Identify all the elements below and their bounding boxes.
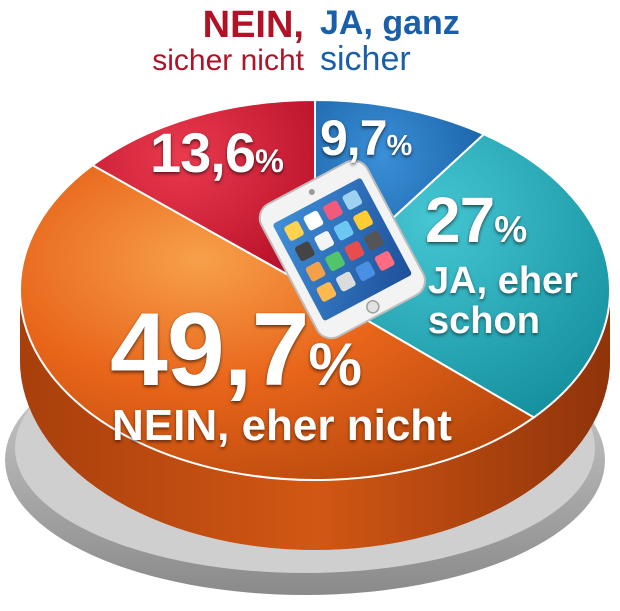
value-label-nein-eher-nicht: 49,7%: [110, 298, 362, 402]
label-ja-eher-line1: JA, eher: [428, 260, 578, 302]
slice-ja-eher-schon: [313, 133, 611, 419]
label-nein-line2: sicher nicht: [152, 44, 304, 77]
label-ja-eher-schon: JA, eher schon: [428, 260, 578, 342]
value-27: 27: [425, 184, 495, 256]
label-ja-eher-line2: schon: [428, 299, 540, 342]
value-label-nein-sicher-nicht: 13,6%: [150, 125, 284, 181]
label-nein-line1: NEIN,: [202, 4, 304, 46]
label-ja-ganz-sicher: JA, ganz sicher: [320, 6, 460, 76]
percent-sign: %: [386, 130, 413, 162]
value-label-ja-ganz-sicher: 9,7%: [320, 110, 413, 166]
percent-sign: %: [308, 330, 362, 398]
slice-nein-sicher-nicht: [90, 98, 316, 292]
percent-sign: %: [494, 208, 527, 250]
label-nein-eher-nicht: NEIN, eher nicht: [112, 401, 452, 450]
value-label-ja-eher-schon: 27%: [425, 188, 527, 252]
value-13-6: 13,6: [150, 121, 256, 184]
slice-nein-eher-nicht: [19, 164, 536, 481]
label-ja-line2: sicher: [320, 40, 411, 78]
label-nein-sicher-nicht: NEIN, sicher nicht: [152, 6, 304, 76]
percent-sign: %: [255, 143, 284, 179]
phone-illustration: [258, 159, 426, 340]
label-ja-line1: JA, ganz: [320, 4, 460, 42]
value-49-7: 49,7: [110, 292, 309, 408]
value-9-7: 9,7: [320, 110, 388, 166]
